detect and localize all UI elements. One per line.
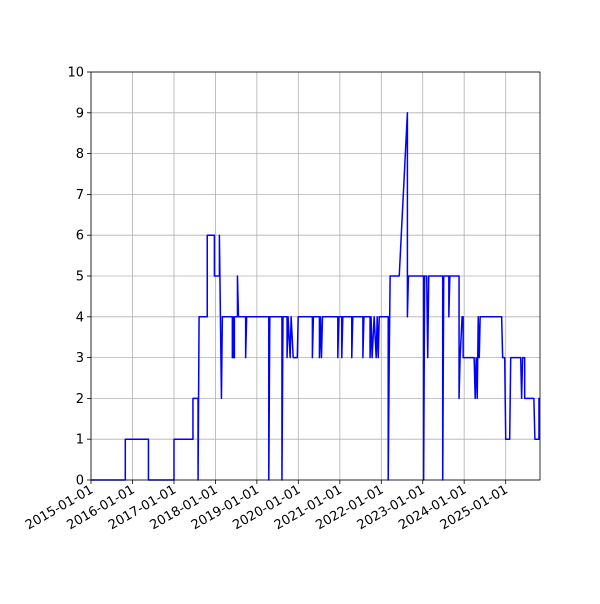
- y-tick-label: 7: [76, 188, 84, 203]
- y-tick-label: 5: [76, 270, 84, 285]
- y-tick-label: 9: [76, 106, 84, 121]
- y-tick-label: 10: [67, 66, 84, 81]
- y-tick-label: 4: [76, 310, 84, 325]
- plot: [91, 112, 540, 481]
- data-line: [91, 112, 540, 481]
- y-tick-label: 6: [76, 229, 84, 244]
- y-tick-label: 8: [76, 147, 84, 162]
- y-tick-label: 0: [76, 474, 84, 489]
- y-tick-label: 3: [76, 351, 84, 366]
- y-tick-label: 1: [76, 433, 84, 448]
- y-tick-label: 2: [76, 392, 84, 407]
